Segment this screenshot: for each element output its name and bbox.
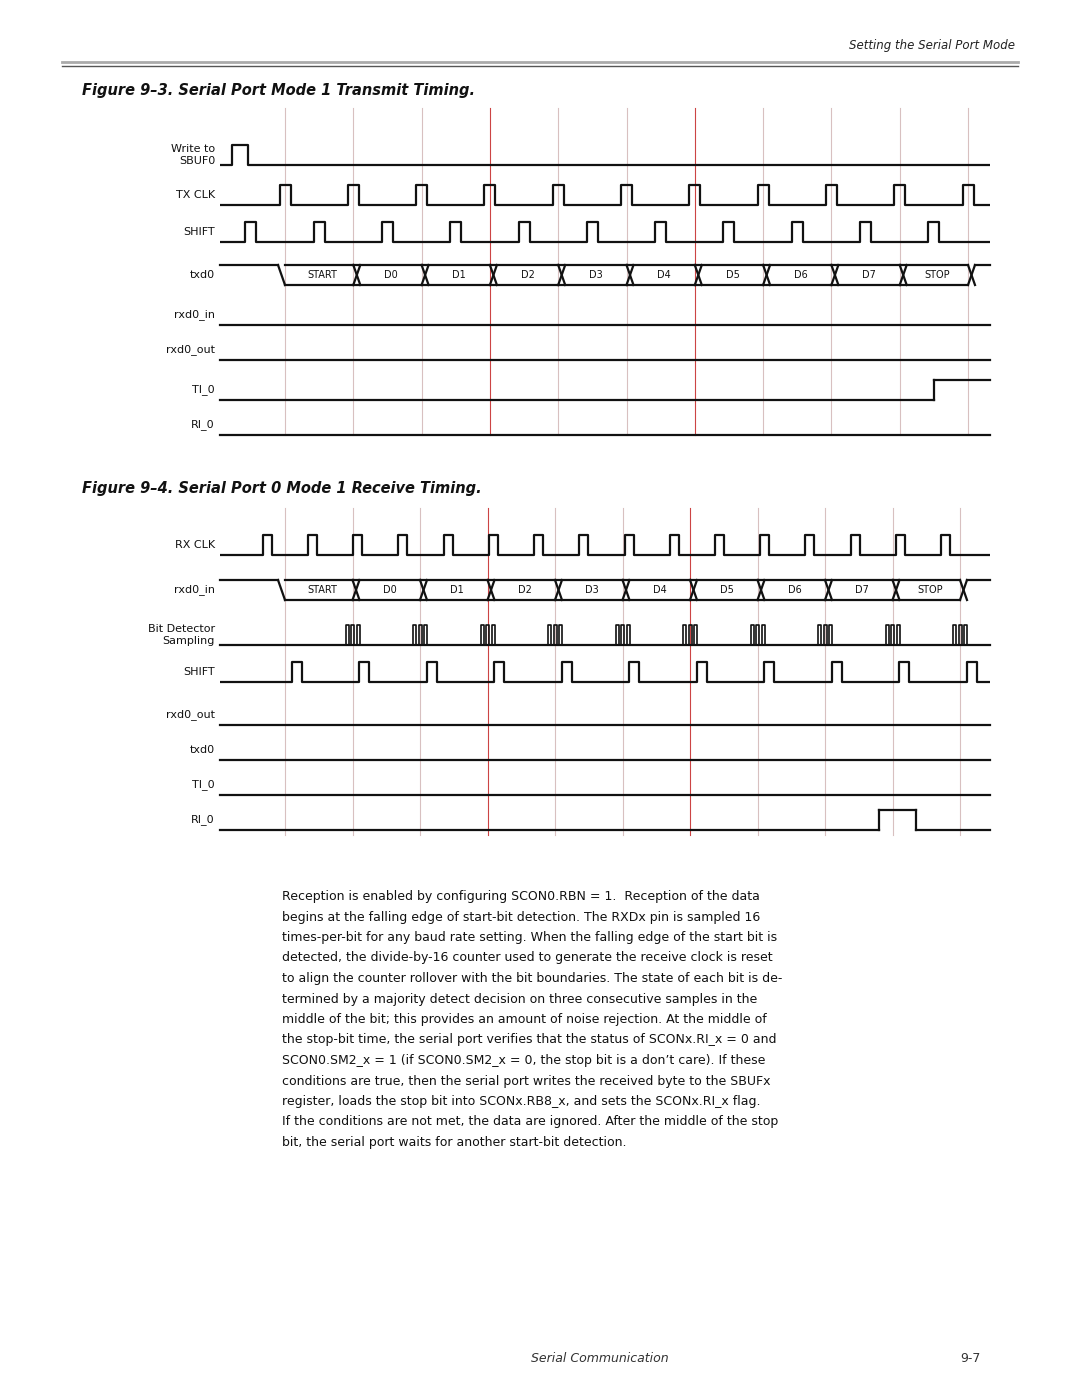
Text: Figure 9–4. Serial Port 0 Mode 1 Receive Timing.: Figure 9–4. Serial Port 0 Mode 1 Receive… (82, 481, 482, 496)
Text: D3: D3 (585, 585, 599, 595)
Text: bit, the serial port waits for another start-bit detection.: bit, the serial port waits for another s… (282, 1136, 626, 1148)
Text: Bit Detector
Sampling: Bit Detector Sampling (148, 624, 215, 645)
Text: D6: D6 (794, 270, 808, 279)
Text: D3: D3 (589, 270, 603, 279)
Text: Reception is enabled by configuring SCON0.RBN = 1.  Reception of the data: Reception is enabled by configuring SCON… (282, 890, 760, 902)
Text: the stop-bit time, the serial port verifies that the status of SCONx.RI_x = 0 an: the stop-bit time, the serial port verif… (282, 1034, 777, 1046)
Text: STOP: STOP (924, 270, 950, 279)
Text: If the conditions are not met, the data are ignored. After the middle of the sto: If the conditions are not met, the data … (282, 1115, 779, 1129)
Text: TX CLK: TX CLK (176, 190, 215, 200)
Text: RI_0: RI_0 (191, 419, 215, 430)
Text: SHIFT: SHIFT (184, 666, 215, 678)
Text: middle of the bit; this provides an amount of noise rejection. At the middle of: middle of the bit; this provides an amou… (282, 1013, 767, 1025)
Text: txd0: txd0 (190, 270, 215, 279)
Text: D1: D1 (453, 270, 467, 279)
Text: RI_0: RI_0 (191, 814, 215, 826)
Text: RX CLK: RX CLK (175, 541, 215, 550)
Text: D5: D5 (726, 270, 740, 279)
Text: D0: D0 (384, 270, 397, 279)
Text: rxd0_in: rxd0_in (174, 584, 215, 595)
Text: D7: D7 (855, 585, 869, 595)
Text: detected, the divide-by-16 counter used to generate the receive clock is reset: detected, the divide-by-16 counter used … (282, 951, 772, 964)
Text: to align the counter rollover with the bit boundaries. The state of each bit is : to align the counter rollover with the b… (282, 972, 782, 985)
Text: D5: D5 (720, 585, 734, 595)
Text: TI_0: TI_0 (192, 384, 215, 395)
Text: D4: D4 (653, 585, 666, 595)
Text: D2: D2 (517, 585, 531, 595)
Text: conditions are true, then the serial port writes the received byte to the SBUFx: conditions are true, then the serial por… (282, 1074, 770, 1087)
Text: D0: D0 (383, 585, 396, 595)
Text: START: START (308, 270, 338, 279)
Text: rxd0_out: rxd0_out (166, 710, 215, 721)
Text: D4: D4 (658, 270, 671, 279)
Text: Write to
SBUF0: Write to SBUF0 (171, 144, 215, 166)
Text: register, loads the stop bit into SCONx.RB8_x, and sets the SCONx.RI_x flag.: register, loads the stop bit into SCONx.… (282, 1095, 760, 1108)
Text: Figure 9–3. Serial Port Mode 1 Transmit Timing.: Figure 9–3. Serial Port Mode 1 Transmit … (82, 82, 475, 98)
Text: Setting the Serial Port Mode: Setting the Serial Port Mode (849, 39, 1015, 53)
Text: rxd0_in: rxd0_in (174, 310, 215, 320)
Text: 9-7: 9-7 (960, 1351, 981, 1365)
Text: SHIFT: SHIFT (184, 226, 215, 237)
Text: D2: D2 (521, 270, 535, 279)
Text: begins at the falling edge of start-bit detection. The RXDx pin is sampled 16: begins at the falling edge of start-bit … (282, 911, 760, 923)
Text: STOP: STOP (917, 585, 943, 595)
Text: SCON0.SM2_x = 1 (if SCON0.SM2_x = 0, the stop bit is a don’t care). If these: SCON0.SM2_x = 1 (if SCON0.SM2_x = 0, the… (282, 1053, 766, 1067)
Text: D7: D7 (862, 270, 876, 279)
Text: D1: D1 (450, 585, 464, 595)
Text: TI_0: TI_0 (192, 780, 215, 791)
Text: txd0: txd0 (190, 745, 215, 754)
Text: START: START (308, 585, 337, 595)
Text: times-per-bit for any baud rate setting. When the falling edge of the start bit : times-per-bit for any baud rate setting.… (282, 930, 778, 944)
Text: D6: D6 (788, 585, 801, 595)
Text: termined by a majority detect decision on three consecutive samples in the: termined by a majority detect decision o… (282, 992, 757, 1006)
Text: Serial Communication: Serial Communication (531, 1351, 669, 1365)
Text: rxd0_out: rxd0_out (166, 345, 215, 355)
